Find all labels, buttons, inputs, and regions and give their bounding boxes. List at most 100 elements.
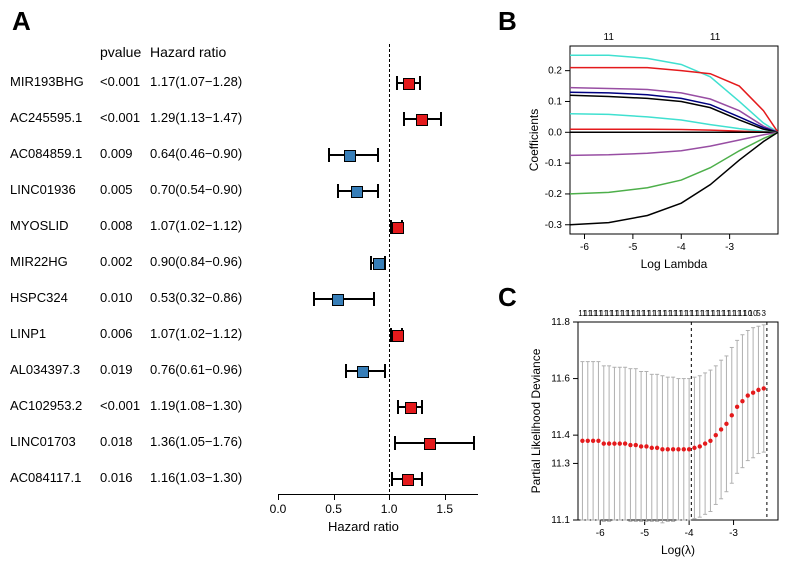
forest-hr-text: 1.36(1.05−1.76) — [150, 434, 242, 449]
lasso-deviance-plot: -6-5-4-311.111.311.411.611.8111111111111… — [526, 300, 784, 560]
forest-point — [405, 402, 417, 414]
forest-pvalue: 0.016 — [100, 470, 133, 485]
svg-text:11.1: 11.1 — [551, 515, 570, 526]
svg-text:0.2: 0.2 — [548, 66, 562, 77]
forest-tick-label: 1.0 — [381, 502, 398, 516]
svg-text:11.6: 11.6 — [551, 374, 570, 385]
forest-row-plot — [278, 390, 478, 424]
forest-point — [357, 366, 369, 378]
forest-gene-name: LINC01703 — [10, 434, 76, 449]
forest-point — [403, 78, 415, 90]
forest-row-plot — [278, 246, 478, 280]
svg-text:-5: -5 — [640, 528, 649, 539]
forest-row-plot — [278, 282, 478, 316]
forest-ci-cap — [440, 112, 442, 126]
forest-row-plot — [278, 102, 478, 136]
svg-text:11: 11 — [710, 32, 721, 43]
forest-row-plot — [278, 138, 478, 172]
svg-text:3: 3 — [762, 309, 767, 318]
forest-hr-text: 1.29(1.13−1.47) — [150, 110, 242, 125]
forest-point — [344, 150, 356, 162]
forest-row: AL034397.30.0190.76(0.61−0.96) — [10, 354, 490, 388]
forest-row-plot — [278, 318, 478, 352]
forest-ci-cap — [394, 436, 396, 450]
forest-hr-text: 1.16(1.03−1.30) — [150, 470, 242, 485]
forest-hr-text: 1.19(1.08−1.30) — [150, 398, 242, 413]
forest-row: HSPC324 0.010 0.53(0.32−0.86) — [10, 282, 490, 316]
svg-text:-6: -6 — [596, 528, 605, 539]
forest-gene-name: HSPC324 — [10, 290, 68, 305]
forest-tick — [445, 494, 446, 500]
svg-text:-4: -4 — [685, 528, 694, 539]
svg-text:11: 11 — [604, 32, 615, 43]
forest-hr-text: 0.53(0.32−0.86) — [150, 290, 242, 305]
svg-text:-5: -5 — [628, 242, 637, 253]
svg-text:Partial Likelihood Deviance: Partial Likelihood Deviance — [529, 348, 543, 493]
forest-ci-cap — [421, 472, 423, 486]
forest-hr-text: 0.90(0.84−0.96) — [150, 254, 242, 269]
forest-row: AC084117.10.0161.16(1.03−1.30) — [10, 462, 490, 496]
forest-ci-cap — [391, 472, 393, 486]
forest-row: MIR193BHG<0.0011.17(1.07−1.28) — [10, 66, 490, 100]
svg-text:11.4: 11.4 — [551, 430, 570, 441]
forest-point — [392, 330, 404, 342]
forest-pvalue: 0.018 — [100, 434, 133, 449]
svg-text:-0.1: -0.1 — [545, 158, 563, 169]
svg-text:0.1: 0.1 — [548, 96, 562, 107]
forest-hr-text: 1.07(1.02−1.12) — [150, 326, 242, 341]
forest-row-plot — [278, 426, 478, 460]
svg-text:-3: -3 — [729, 528, 738, 539]
forest-pvalue: <0.001 — [100, 74, 140, 89]
forest-pvalue: <0.001 — [100, 398, 140, 413]
forest-hr-text: 1.07(1.02−1.12) — [150, 218, 242, 233]
forest-row-plot — [278, 174, 478, 208]
panel-a-label: A — [12, 6, 31, 37]
forest-ci-cap — [397, 400, 399, 414]
svg-text:5: 5 — [756, 309, 761, 318]
forest-gene-name: AL034397.3 — [10, 362, 80, 377]
svg-text:-0.3: -0.3 — [545, 220, 563, 231]
forest-row-plot — [278, 354, 478, 388]
panel-b-label: B — [498, 6, 517, 37]
forest-row-plot — [278, 462, 478, 496]
forest-header-hr: Hazard ratio — [150, 44, 226, 60]
forest-ci-cap — [328, 148, 330, 162]
svg-text:Log(λ): Log(λ) — [661, 543, 695, 557]
forest-tick-label: 0.5 — [325, 502, 342, 516]
forest-point — [416, 114, 428, 126]
forest-ci-cap — [419, 76, 421, 90]
forest-tick-label: 1.5 — [436, 502, 453, 516]
forest-ci-cap — [377, 148, 379, 162]
forest-ci-cap — [313, 292, 315, 306]
forest-row: MYOSLID0.0081.07(1.02−1.12) — [10, 210, 490, 244]
forest-gene-name: MIR22HG — [10, 254, 68, 269]
forest-ci-cap — [403, 112, 405, 126]
forest-row: LINC019360.0050.70(0.54−0.90) — [10, 174, 490, 208]
forest-pvalue: 0.010 — [100, 290, 133, 305]
forest-ci-cap — [337, 184, 339, 198]
forest-row-plot — [278, 66, 478, 100]
forest-point — [351, 186, 363, 198]
forest-row-plot — [278, 210, 478, 244]
lasso-coef-svg: -6-5-4-3-0.3-0.2-0.10.00.10.21111Log Lam… — [526, 24, 784, 274]
forest-point — [424, 438, 436, 450]
forest-tick — [334, 494, 335, 500]
forest-gene-name: MYOSLID — [10, 218, 69, 233]
forest-pvalue: 0.002 — [100, 254, 133, 269]
forest-point — [332, 294, 344, 306]
forest-row: MIR22HG 0.002 0.90(0.84−0.96) — [10, 246, 490, 280]
forest-gene-name: AC245595.1 — [10, 110, 82, 125]
forest-pvalue: 0.006 — [100, 326, 133, 341]
forest-gene-name: AC102953.2 — [10, 398, 82, 413]
svg-text:Coefficients: Coefficients — [527, 109, 541, 171]
forest-point — [373, 258, 385, 270]
svg-text:11.8: 11.8 — [551, 317, 570, 328]
lasso-deviance-svg: -6-5-4-311.111.311.411.611.8111111111111… — [526, 300, 784, 560]
forest-gene-name: AC084859.1 — [10, 146, 82, 161]
svg-text:Log Lambda: Log Lambda — [641, 257, 708, 271]
forest-ci-cap — [396, 76, 398, 90]
forest-row: LINC01703 0.018 1.36(1.05−1.76) — [10, 426, 490, 460]
forest-ci-cap — [384, 364, 386, 378]
forest-hr-text: 1.17(1.07−1.28) — [150, 74, 242, 89]
forest-point — [402, 474, 414, 486]
